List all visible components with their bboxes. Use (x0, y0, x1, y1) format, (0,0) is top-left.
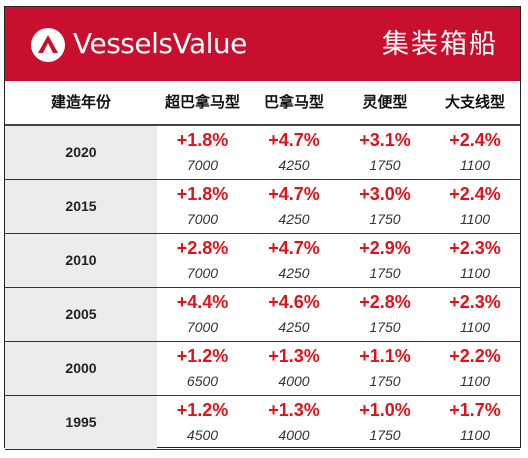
percent-change: +4.4% (176, 292, 229, 312)
capacity-value: 4000 (278, 373, 310, 389)
table-row: 2010 +2.8% 7000 +4.7% 4250 +2.9% 1750 +2.3% 1100 (5, 234, 520, 288)
capacity-value: 1750 (369, 427, 401, 443)
percent-change: +2.3% (449, 238, 501, 258)
percent-change: +1.0% (359, 400, 411, 420)
percent-change: +2.8% (176, 238, 229, 258)
capacity-value: 1750 (369, 265, 401, 281)
capacity-value: 4250 (278, 319, 310, 335)
table-header-row: 建造年份 超巴拿马型 巴拿马型 灵便型 大支线型 (5, 81, 520, 126)
percent-change: +1.7% (449, 400, 501, 420)
percent-change: +1.3% (268, 400, 320, 420)
capacity-value: 1100 (459, 427, 491, 443)
capacity-value: 1750 (369, 157, 401, 173)
data-card: VesselsValue 集装箱船 建造年份 超巴拿马型 巴拿马型 灵便型 大支… (4, 6, 521, 450)
column-header-post-panamax: 超巴拿马型 (164, 93, 240, 111)
vesselsvalue-logo-icon (31, 28, 65, 62)
capacity-value: 7000 (186, 157, 219, 173)
table-cell: +3.1% 1750 (340, 126, 430, 179)
percent-change: +3.0% (359, 184, 411, 204)
capacity-value: 7000 (186, 211, 219, 227)
table-cell: +4.4% 7000 (157, 288, 248, 341)
table-cell: +1.3% 4000 (248, 396, 340, 449)
capacity-value: 1750 (369, 211, 401, 227)
build-year-cell: 2010 (5, 234, 157, 287)
column-header-feeder-max: 大支线型 (444, 93, 505, 111)
table-cell: +4.7% 4250 (248, 180, 340, 233)
capacity-value: 1100 (459, 211, 491, 227)
percent-change: +2.8% (359, 292, 411, 312)
capacity-value: 4000 (278, 427, 310, 443)
table-cell: +1.8% 7000 (157, 180, 248, 233)
table-cell: +2.4% 1100 (430, 126, 520, 179)
column-header-build-year: 建造年份 (50, 93, 111, 111)
capacity-value: 1100 (459, 373, 491, 389)
capacity-value: 1750 (369, 373, 401, 389)
table-cell: +1.1% 1750 (340, 342, 430, 395)
capacity-value: 4500 (186, 427, 219, 443)
table-cell: +1.8% 7000 (157, 126, 248, 179)
table-cell: +1.2% 6500 (157, 342, 248, 395)
capacity-value: 7000 (186, 265, 219, 281)
table-cell: +1.3% 4000 (248, 342, 340, 395)
table-row: 2000 +1.2% 6500 +1.3% 4000 +1.1% 1750 +2.2% 1100 (5, 342, 520, 396)
build-year-cell: 2005 (5, 288, 157, 341)
percent-change: +4.7% (268, 238, 320, 258)
capacity-value: 4250 (278, 157, 310, 173)
percent-change: +2.9% (359, 238, 411, 258)
percent-change: +1.2% (176, 400, 229, 420)
table-cell: +2.3% 1100 (430, 234, 520, 287)
table-cell: +2.8% 7000 (157, 234, 248, 287)
table-cell: +2.3% 1100 (430, 288, 520, 341)
percent-change: +2.3% (449, 292, 501, 312)
percent-change: +2.2% (449, 346, 501, 366)
percent-change: +4.7% (268, 184, 320, 204)
page-title: 集装箱船 (382, 29, 498, 60)
percent-change: +1.1% (359, 346, 411, 366)
build-year-cell: 2020 (5, 126, 157, 179)
percent-change: +1.8% (176, 130, 229, 150)
column-header-handy: 灵便型 (362, 93, 408, 111)
table-cell: +2.4% 1100 (430, 180, 520, 233)
capacity-value: 4250 (278, 265, 310, 281)
percent-change: +1.8% (176, 184, 229, 204)
percent-change: +1.3% (268, 346, 320, 366)
table-row: 2005 +4.4% 7000 +4.6% 4250 +2.8% 1750 +2.3% 1100 (5, 288, 520, 342)
table-cell: +3.0% 1750 (340, 180, 430, 233)
capacity-value: 1100 (459, 157, 491, 173)
percent-change: +2.4% (449, 184, 501, 204)
build-year-cell: 2015 (5, 180, 157, 233)
table-row: 1995 +1.2% 4500 +1.3% 4000 +1.0% 1750 +1.7% 1100 (5, 396, 520, 450)
brand-name: VesselsValue (73, 27, 247, 60)
capacity-value: 7000 (186, 319, 219, 335)
percent-change: +1.2% (176, 346, 229, 366)
table-cell: +2.8% 1750 (340, 288, 430, 341)
table-cell: +4.7% 4250 (248, 126, 340, 179)
capacity-value: 1100 (459, 319, 491, 335)
table-cell: +4.7% 4250 (248, 234, 340, 287)
capacity-value: 6500 (186, 373, 219, 389)
table-cell: +1.0% 1750 (340, 396, 430, 449)
table-cell: +2.2% 1100 (430, 342, 520, 395)
percent-change: +4.7% (268, 130, 320, 150)
build-year-cell: 2000 (5, 342, 157, 395)
capacity-value: 4250 (278, 211, 310, 227)
table-cell: +4.6% 4250 (248, 288, 340, 341)
table-cell: +1.2% 4500 (157, 396, 248, 449)
build-year-cell: 1995 (5, 396, 157, 449)
header-banner: VesselsValue 集装箱船 (5, 7, 520, 81)
table-row: 2015 +1.8% 7000 +4.7% 4250 +3.0% 1750 +2.4% 1100 (5, 180, 520, 234)
table-cell: +2.9% 1750 (340, 234, 430, 287)
capacity-value: 1750 (369, 319, 401, 335)
percent-change: +4.6% (268, 292, 320, 312)
table-cell: +1.7% 1100 (430, 396, 520, 449)
percent-change: +2.4% (449, 130, 501, 150)
table-row: 2020 +1.8% 7000 +4.7% 4250 +3.1% 1750 +2.4% 1100 (5, 126, 520, 180)
column-header-panamax: 巴拿马型 (263, 93, 324, 111)
percent-change: +3.1% (359, 130, 411, 150)
capacity-value: 1100 (459, 265, 491, 281)
